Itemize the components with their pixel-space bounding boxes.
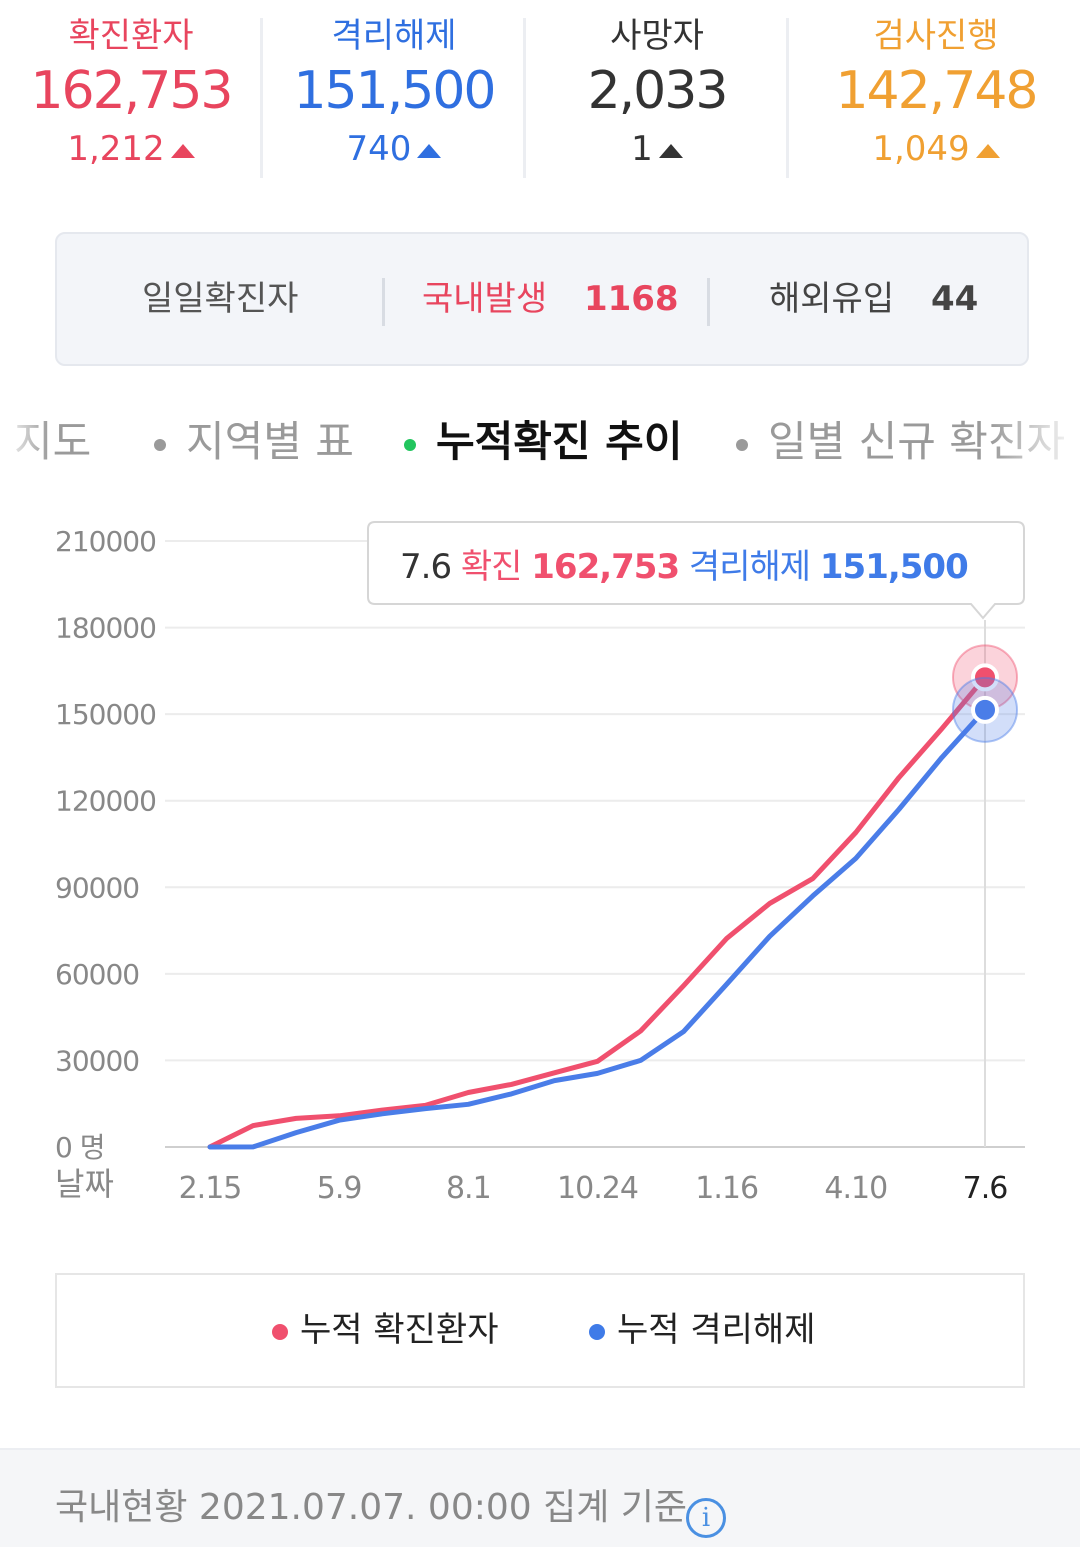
x-tick-label: 1.16 xyxy=(695,1171,758,1206)
y-tick-label: 150000 xyxy=(55,698,156,731)
up-triangle-icon xyxy=(417,143,442,158)
stat-label: 사망자 xyxy=(610,16,704,56)
stat-delta: 1,212 xyxy=(0,124,262,174)
footer: 국내현황 2021.07.07. 00:00 집계 기준 xyxy=(0,1448,1080,1547)
y-tick-label: 180000 xyxy=(55,612,156,645)
up-triangle-icon xyxy=(170,143,195,158)
chart-legend: 누적 확진환자 누적 격리해제 xyxy=(55,1273,1025,1388)
divider xyxy=(382,278,385,326)
y-tick-label: 0 명 xyxy=(55,1131,104,1164)
legend-label: 누적 확진환자 xyxy=(300,1310,499,1350)
legend-dot-icon xyxy=(272,1323,288,1340)
tooltip-box xyxy=(367,521,1025,620)
info-icon[interactable]: i xyxy=(686,1498,726,1538)
tab-cumulative-trend[interactable]: 누적확진 추이 xyxy=(404,410,682,474)
domestic-cases: 국내발생 1168 xyxy=(422,234,679,364)
stat-delta: 740 xyxy=(263,124,525,174)
tooltip-released-value: 151,500 xyxy=(820,547,968,587)
update-time: 국내현황 2021.07.07. 00:00 집계 기준 xyxy=(55,1487,688,1528)
stat-delta-value: 1,212 xyxy=(67,129,165,169)
domestic-label: 국내발생 xyxy=(422,279,548,319)
legend-released[interactable]: 누적 격리해제 xyxy=(589,1275,816,1386)
divider xyxy=(707,278,710,326)
overseas-cases: 해외유입 44 xyxy=(769,234,978,364)
y-tick-label: 210000 xyxy=(55,525,156,558)
chart-tabs: 지도 지역별 표 누적확진 추이 일별 신규 확진자 xyxy=(0,410,1080,474)
tab-label: 지역별 표 xyxy=(186,417,354,466)
divider xyxy=(260,18,263,178)
x-tick-label: 10.24 xyxy=(557,1171,638,1206)
bullet-icon xyxy=(154,438,166,451)
daily-label: 일일확진자 xyxy=(142,279,299,319)
x-tick-label: 7.6 xyxy=(963,1171,1008,1206)
stat-released: 격리해제 151,500 740 xyxy=(263,14,525,174)
tooltip-released-label: 격리해제 xyxy=(679,547,820,587)
fade-left xyxy=(0,410,50,474)
tooltip-confirmed-label: 확진 xyxy=(451,547,531,587)
bullet-icon xyxy=(404,438,416,451)
divider xyxy=(786,18,789,178)
tooltip-date: 7.6 xyxy=(400,547,451,587)
stat-delta-value: 740 xyxy=(346,129,412,169)
legend-confirmed[interactable]: 누적 확진환자 xyxy=(272,1275,499,1386)
up-triangle-icon xyxy=(975,143,1000,158)
stat-value: 162,753 xyxy=(30,61,233,121)
stat-delta-value: 1 xyxy=(631,129,653,169)
released-line xyxy=(207,707,988,1150)
y-tick-label: 60000 xyxy=(55,958,139,991)
stat-label: 확진환자 xyxy=(68,16,194,56)
stat-delta: 1 xyxy=(526,124,788,174)
stat-delta: 1,049 xyxy=(805,124,1067,174)
x-tick-label: 8.1 xyxy=(446,1171,491,1206)
x-tick-label: 2.15 xyxy=(179,1171,242,1206)
stat-value: 142,748 xyxy=(835,61,1038,121)
y-tick-label: 90000 xyxy=(55,871,139,904)
confirmed-line xyxy=(207,674,988,1150)
domestic-value: 1168 xyxy=(583,279,679,319)
fade-right xyxy=(990,410,1080,474)
y-tick-label: 30000 xyxy=(55,1044,139,1077)
tab-region-table[interactable]: 지역별 표 xyxy=(154,410,354,474)
bullet-icon xyxy=(736,438,748,451)
stat-value: 2,033 xyxy=(587,61,729,121)
tooltip-confirmed-value: 162,753 xyxy=(531,547,679,587)
stat-confirmed: 확진환자 162,753 1,212 xyxy=(0,14,262,174)
x-tick-label: 4.10 xyxy=(824,1171,887,1206)
stat-deaths: 사망자 2,033 1 xyxy=(526,14,788,174)
summary-stats: 확진환자 162,753 1,212 격리해제 151,500 740 사망자 … xyxy=(0,0,1080,190)
stat-testing: 검사진행 142,748 1,049 xyxy=(805,14,1067,174)
overseas-value: 44 xyxy=(930,279,979,319)
cumulative-chart: 210000 180000 150000 120000 90000 60000 30000 0… xyxy=(55,521,1025,1206)
divider xyxy=(523,18,526,178)
released-point xyxy=(971,695,999,724)
overseas-label: 해외유입 xyxy=(769,279,895,319)
tab-label: 누적확진 추이 xyxy=(436,417,683,466)
stat-delta-value: 1,049 xyxy=(872,129,970,169)
x-axis-label: 날짜 xyxy=(55,1165,114,1203)
up-triangle-icon xyxy=(658,143,683,158)
stat-label: 검사진행 xyxy=(873,16,999,56)
stat-label: 격리해제 xyxy=(331,16,457,56)
confirmed-point xyxy=(971,663,999,692)
tooltip-text: 7.6 확진 162,753 격리해제 151,500 xyxy=(400,547,968,587)
stat-value: 151,500 xyxy=(293,61,496,121)
daily-confirmed-box: 일일확진자 국내발생 1168 해외유입 44 xyxy=(55,232,1029,366)
x-tick-label: 5.9 xyxy=(317,1171,362,1206)
y-tick-label: 120000 xyxy=(55,785,156,818)
legend-label: 누적 격리해제 xyxy=(617,1310,816,1350)
legend-dot-icon xyxy=(589,1323,605,1340)
